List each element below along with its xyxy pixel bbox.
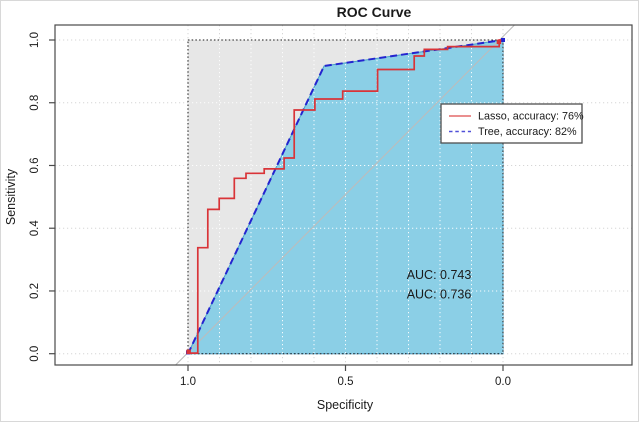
auc-annotation-lasso: AUC: 0.743	[407, 268, 472, 282]
legend-label-lasso: Lasso, accuracy: 76%	[478, 111, 584, 123]
x-axis-title: Specificity	[317, 398, 374, 412]
auc-annotation-tree: AUC: 0.736	[407, 288, 472, 302]
y-tick-label: 0.2	[29, 283, 41, 299]
identity-reference-line	[175, 24, 515, 366]
x-tick-label: 0.0	[495, 376, 511, 388]
axis-ticks: 1.0 0.5 0.0 0.0 0.2 0.4 0.6 0.8 1.0	[29, 32, 511, 388]
tree-endpoint-marker-top	[501, 38, 505, 42]
legend-label-tree: Tree, accuracy: 82%	[478, 126, 577, 138]
roc-curve-lasso	[188, 39, 503, 354]
x-tick-label: 0.5	[338, 376, 354, 388]
lasso-endpoint-marker-top	[496, 39, 502, 45]
y-tick-label: 0.6	[29, 157, 41, 173]
lasso-endpoint-marker-bottom	[186, 349, 191, 355]
chart-title: ROC Curve	[337, 4, 412, 20]
legend-box	[440, 103, 583, 144]
legend: Lasso, accuracy: 76% Tree, accuracy: 82%	[440, 103, 584, 144]
y-tick-label: 0.8	[29, 95, 41, 111]
y-axis-title: Sensitivity	[4, 168, 18, 225]
y-tick-label: 0.4	[29, 220, 41, 237]
plot-box-frame	[54, 24, 633, 366]
gridlines-inner	[188, 40, 503, 354]
x-tick-label: 1.0	[180, 376, 196, 388]
y-tick-label: 0.0	[29, 346, 41, 362]
y-tick-label: 1.0	[29, 32, 41, 48]
